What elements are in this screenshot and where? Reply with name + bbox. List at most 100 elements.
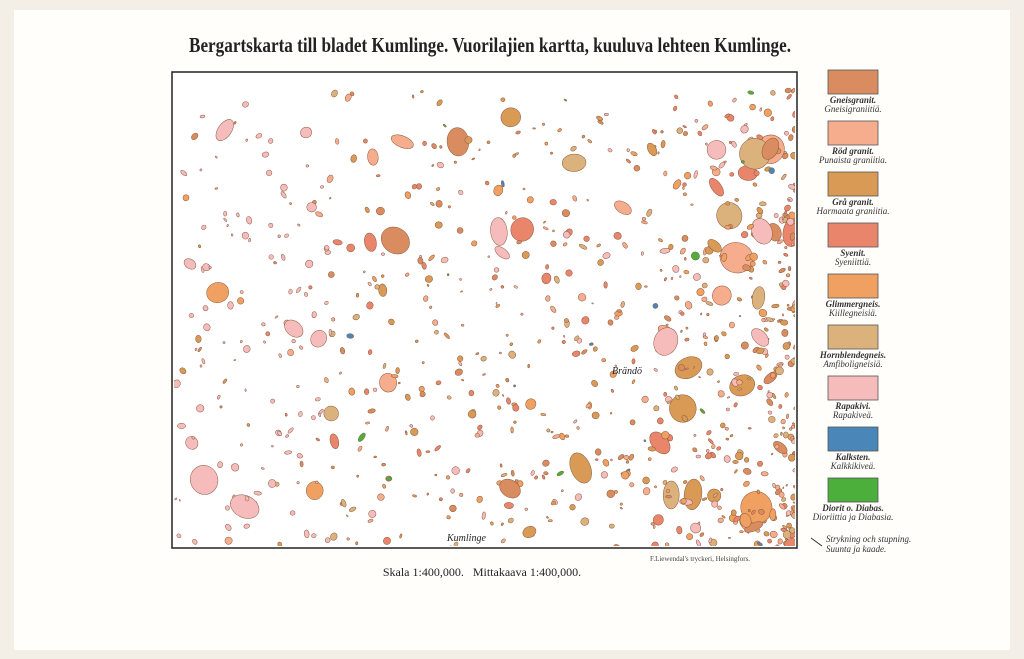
island bbox=[330, 532, 338, 541]
island bbox=[464, 136, 473, 144]
island bbox=[690, 203, 694, 206]
island bbox=[524, 507, 528, 511]
island bbox=[268, 138, 274, 144]
island bbox=[305, 481, 324, 500]
island bbox=[287, 427, 294, 434]
island bbox=[782, 213, 788, 217]
island bbox=[552, 229, 555, 233]
island bbox=[551, 326, 555, 330]
island bbox=[775, 544, 780, 546]
island bbox=[222, 378, 228, 384]
island bbox=[633, 165, 641, 172]
island bbox=[778, 491, 785, 498]
island bbox=[792, 422, 795, 426]
island bbox=[318, 412, 321, 417]
legend-fi: Harmaata graniitia. bbox=[815, 206, 889, 216]
island bbox=[421, 261, 427, 270]
island bbox=[565, 269, 573, 277]
island bbox=[324, 537, 331, 543]
island bbox=[289, 202, 292, 205]
island bbox=[409, 424, 414, 428]
title: Bergartskarta till bladet Kumlinge. Vuor… bbox=[189, 33, 791, 57]
island bbox=[793, 314, 795, 318]
island bbox=[477, 424, 483, 431]
island bbox=[581, 349, 588, 355]
island bbox=[681, 235, 689, 242]
island bbox=[372, 387, 378, 392]
island bbox=[756, 347, 765, 355]
island bbox=[717, 390, 725, 398]
legend-sv: Grå granit. bbox=[832, 197, 874, 207]
island bbox=[296, 384, 300, 389]
island bbox=[439, 145, 443, 149]
island bbox=[451, 466, 460, 475]
island bbox=[512, 215, 517, 220]
island bbox=[749, 103, 756, 111]
island bbox=[219, 405, 223, 409]
island bbox=[770, 372, 776, 379]
island bbox=[446, 475, 450, 480]
island bbox=[756, 541, 763, 546]
island bbox=[338, 371, 342, 375]
island bbox=[742, 264, 751, 272]
island bbox=[705, 301, 714, 306]
island bbox=[459, 492, 464, 497]
island bbox=[766, 398, 774, 406]
island bbox=[550, 500, 556, 506]
island bbox=[771, 303, 780, 309]
island bbox=[311, 311, 317, 319]
island bbox=[713, 492, 718, 498]
island bbox=[757, 385, 763, 391]
island bbox=[493, 267, 500, 273]
island bbox=[678, 364, 686, 372]
island bbox=[345, 514, 349, 517]
island bbox=[743, 468, 752, 475]
island bbox=[793, 189, 795, 193]
island bbox=[782, 486, 785, 490]
island bbox=[255, 133, 263, 139]
island bbox=[522, 187, 526, 191]
island bbox=[699, 532, 705, 537]
island bbox=[652, 514, 664, 526]
island bbox=[550, 151, 553, 155]
island bbox=[315, 480, 319, 484]
island bbox=[705, 142, 708, 146]
island bbox=[246, 216, 253, 225]
island bbox=[724, 426, 729, 431]
island bbox=[224, 505, 230, 511]
island bbox=[199, 168, 203, 172]
legend-fi: Dioriittia ja Diabasia. bbox=[812, 512, 894, 522]
island bbox=[510, 469, 515, 477]
island bbox=[622, 242, 628, 249]
island bbox=[642, 476, 650, 485]
island bbox=[419, 391, 426, 398]
island bbox=[717, 505, 722, 510]
island bbox=[376, 174, 381, 178]
island bbox=[696, 288, 705, 297]
island bbox=[721, 252, 728, 262]
island bbox=[230, 233, 234, 237]
island bbox=[442, 123, 447, 128]
island bbox=[263, 340, 266, 344]
island bbox=[709, 178, 724, 197]
island bbox=[708, 438, 714, 444]
island bbox=[790, 358, 795, 365]
island bbox=[680, 311, 685, 316]
island bbox=[657, 417, 664, 425]
island bbox=[792, 506, 795, 512]
island bbox=[641, 251, 644, 256]
island bbox=[522, 526, 537, 538]
island bbox=[783, 130, 789, 136]
island bbox=[560, 489, 564, 492]
island bbox=[705, 452, 713, 460]
legend-swatch bbox=[827, 171, 879, 197]
island bbox=[652, 303, 659, 309]
islands bbox=[174, 87, 795, 546]
island bbox=[381, 463, 386, 467]
island bbox=[214, 187, 219, 190]
island bbox=[784, 538, 795, 546]
island bbox=[776, 239, 784, 244]
island bbox=[500, 538, 506, 544]
island bbox=[246, 423, 251, 427]
island bbox=[774, 444, 780, 450]
